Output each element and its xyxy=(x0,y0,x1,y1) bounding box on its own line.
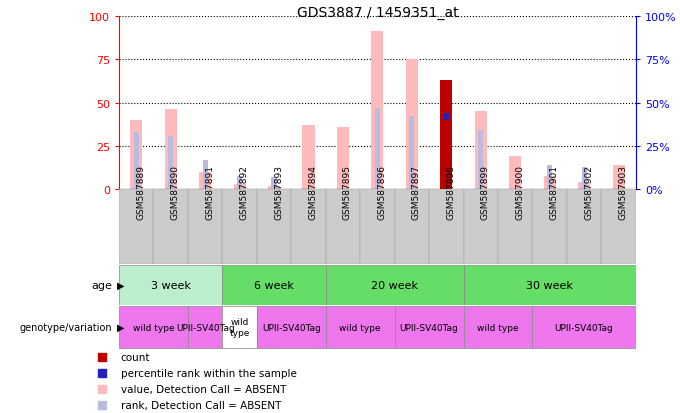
Text: GSM587900: GSM587900 xyxy=(515,165,524,220)
Bar xyxy=(464,306,532,348)
Bar xyxy=(509,157,522,190)
Bar xyxy=(303,126,315,190)
Bar xyxy=(581,167,587,190)
Text: GSM587891: GSM587891 xyxy=(205,165,214,220)
Text: genotype/variation: genotype/variation xyxy=(20,322,112,332)
Bar xyxy=(222,265,326,305)
Bar xyxy=(188,306,222,348)
Text: percentile rank within the sample: percentile rank within the sample xyxy=(121,368,296,378)
Text: wild
type: wild type xyxy=(229,318,250,337)
Text: wild type: wild type xyxy=(477,323,519,332)
Text: UPII-SV40Tag: UPII-SV40Tag xyxy=(175,323,235,332)
Bar xyxy=(409,117,414,190)
Bar xyxy=(429,190,464,264)
Bar xyxy=(567,190,601,264)
Bar xyxy=(394,190,429,264)
Text: UPII-SV40Tag: UPII-SV40Tag xyxy=(262,323,321,332)
Bar xyxy=(134,133,139,190)
Bar xyxy=(119,265,222,305)
Bar xyxy=(578,183,590,190)
Text: ▶: ▶ xyxy=(117,280,124,290)
Text: GSM587903: GSM587903 xyxy=(619,165,628,220)
Bar xyxy=(532,190,567,264)
Bar xyxy=(222,306,257,348)
Bar xyxy=(237,176,242,190)
Text: GSM587894: GSM587894 xyxy=(309,165,318,220)
Bar xyxy=(199,173,211,190)
Bar xyxy=(119,306,188,348)
Text: GSM587895: GSM587895 xyxy=(343,165,352,220)
Bar xyxy=(165,110,177,190)
Text: GSM587896: GSM587896 xyxy=(377,165,386,220)
Bar xyxy=(154,190,188,264)
Text: rank, Detection Call = ABSENT: rank, Detection Call = ABSENT xyxy=(121,400,281,410)
Text: 20 week: 20 week xyxy=(371,280,418,290)
Text: GSM587892: GSM587892 xyxy=(239,165,249,220)
Bar xyxy=(203,161,207,190)
Text: GSM587901: GSM587901 xyxy=(549,165,559,220)
Bar xyxy=(375,109,380,190)
Bar xyxy=(168,136,173,190)
Text: 6 week: 6 week xyxy=(254,280,294,290)
Bar xyxy=(233,185,245,190)
Text: wild type: wild type xyxy=(339,323,381,332)
Bar xyxy=(444,114,449,121)
Bar xyxy=(130,121,142,190)
Bar xyxy=(613,166,625,190)
Text: GSM587902: GSM587902 xyxy=(584,165,593,220)
Bar xyxy=(498,190,532,264)
Bar xyxy=(291,190,326,264)
Text: 30 week: 30 week xyxy=(526,280,573,290)
Bar xyxy=(601,190,636,264)
Text: GSM587897: GSM587897 xyxy=(412,165,421,220)
Bar xyxy=(371,32,384,190)
Text: GSM587890: GSM587890 xyxy=(171,165,180,220)
Bar xyxy=(119,190,154,264)
Text: UPII-SV40Tag: UPII-SV40Tag xyxy=(555,323,613,332)
Bar xyxy=(271,178,277,190)
Text: GSM587889: GSM587889 xyxy=(136,165,146,220)
Text: 3 week: 3 week xyxy=(151,280,190,290)
Bar xyxy=(440,81,452,190)
Text: UPII-SV40Tag: UPII-SV40Tag xyxy=(400,323,458,332)
Text: count: count xyxy=(121,352,150,362)
Bar xyxy=(464,190,498,264)
Bar xyxy=(475,112,487,190)
Bar xyxy=(337,128,349,190)
Bar xyxy=(394,306,464,348)
Bar xyxy=(188,190,222,264)
Bar xyxy=(547,166,552,190)
Bar xyxy=(257,190,291,264)
Bar xyxy=(268,187,280,190)
Text: value, Detection Call = ABSENT: value, Detection Call = ABSENT xyxy=(121,384,286,394)
Text: GSM587899: GSM587899 xyxy=(481,165,490,220)
Bar xyxy=(478,131,483,190)
Bar xyxy=(532,306,636,348)
Bar xyxy=(360,190,394,264)
Bar xyxy=(464,265,636,305)
Bar xyxy=(222,190,257,264)
Text: wild type: wild type xyxy=(133,323,174,332)
Bar xyxy=(326,265,464,305)
Text: ▶: ▶ xyxy=(117,322,124,332)
Bar xyxy=(543,176,556,190)
Bar xyxy=(257,306,326,348)
Text: age: age xyxy=(91,280,112,290)
Text: GDS3887 / 1459351_at: GDS3887 / 1459351_at xyxy=(296,6,458,20)
Text: GSM587893: GSM587893 xyxy=(274,165,283,220)
Bar xyxy=(406,60,418,190)
Bar xyxy=(326,306,394,348)
Bar xyxy=(326,190,360,264)
Text: GSM587898: GSM587898 xyxy=(446,165,456,220)
